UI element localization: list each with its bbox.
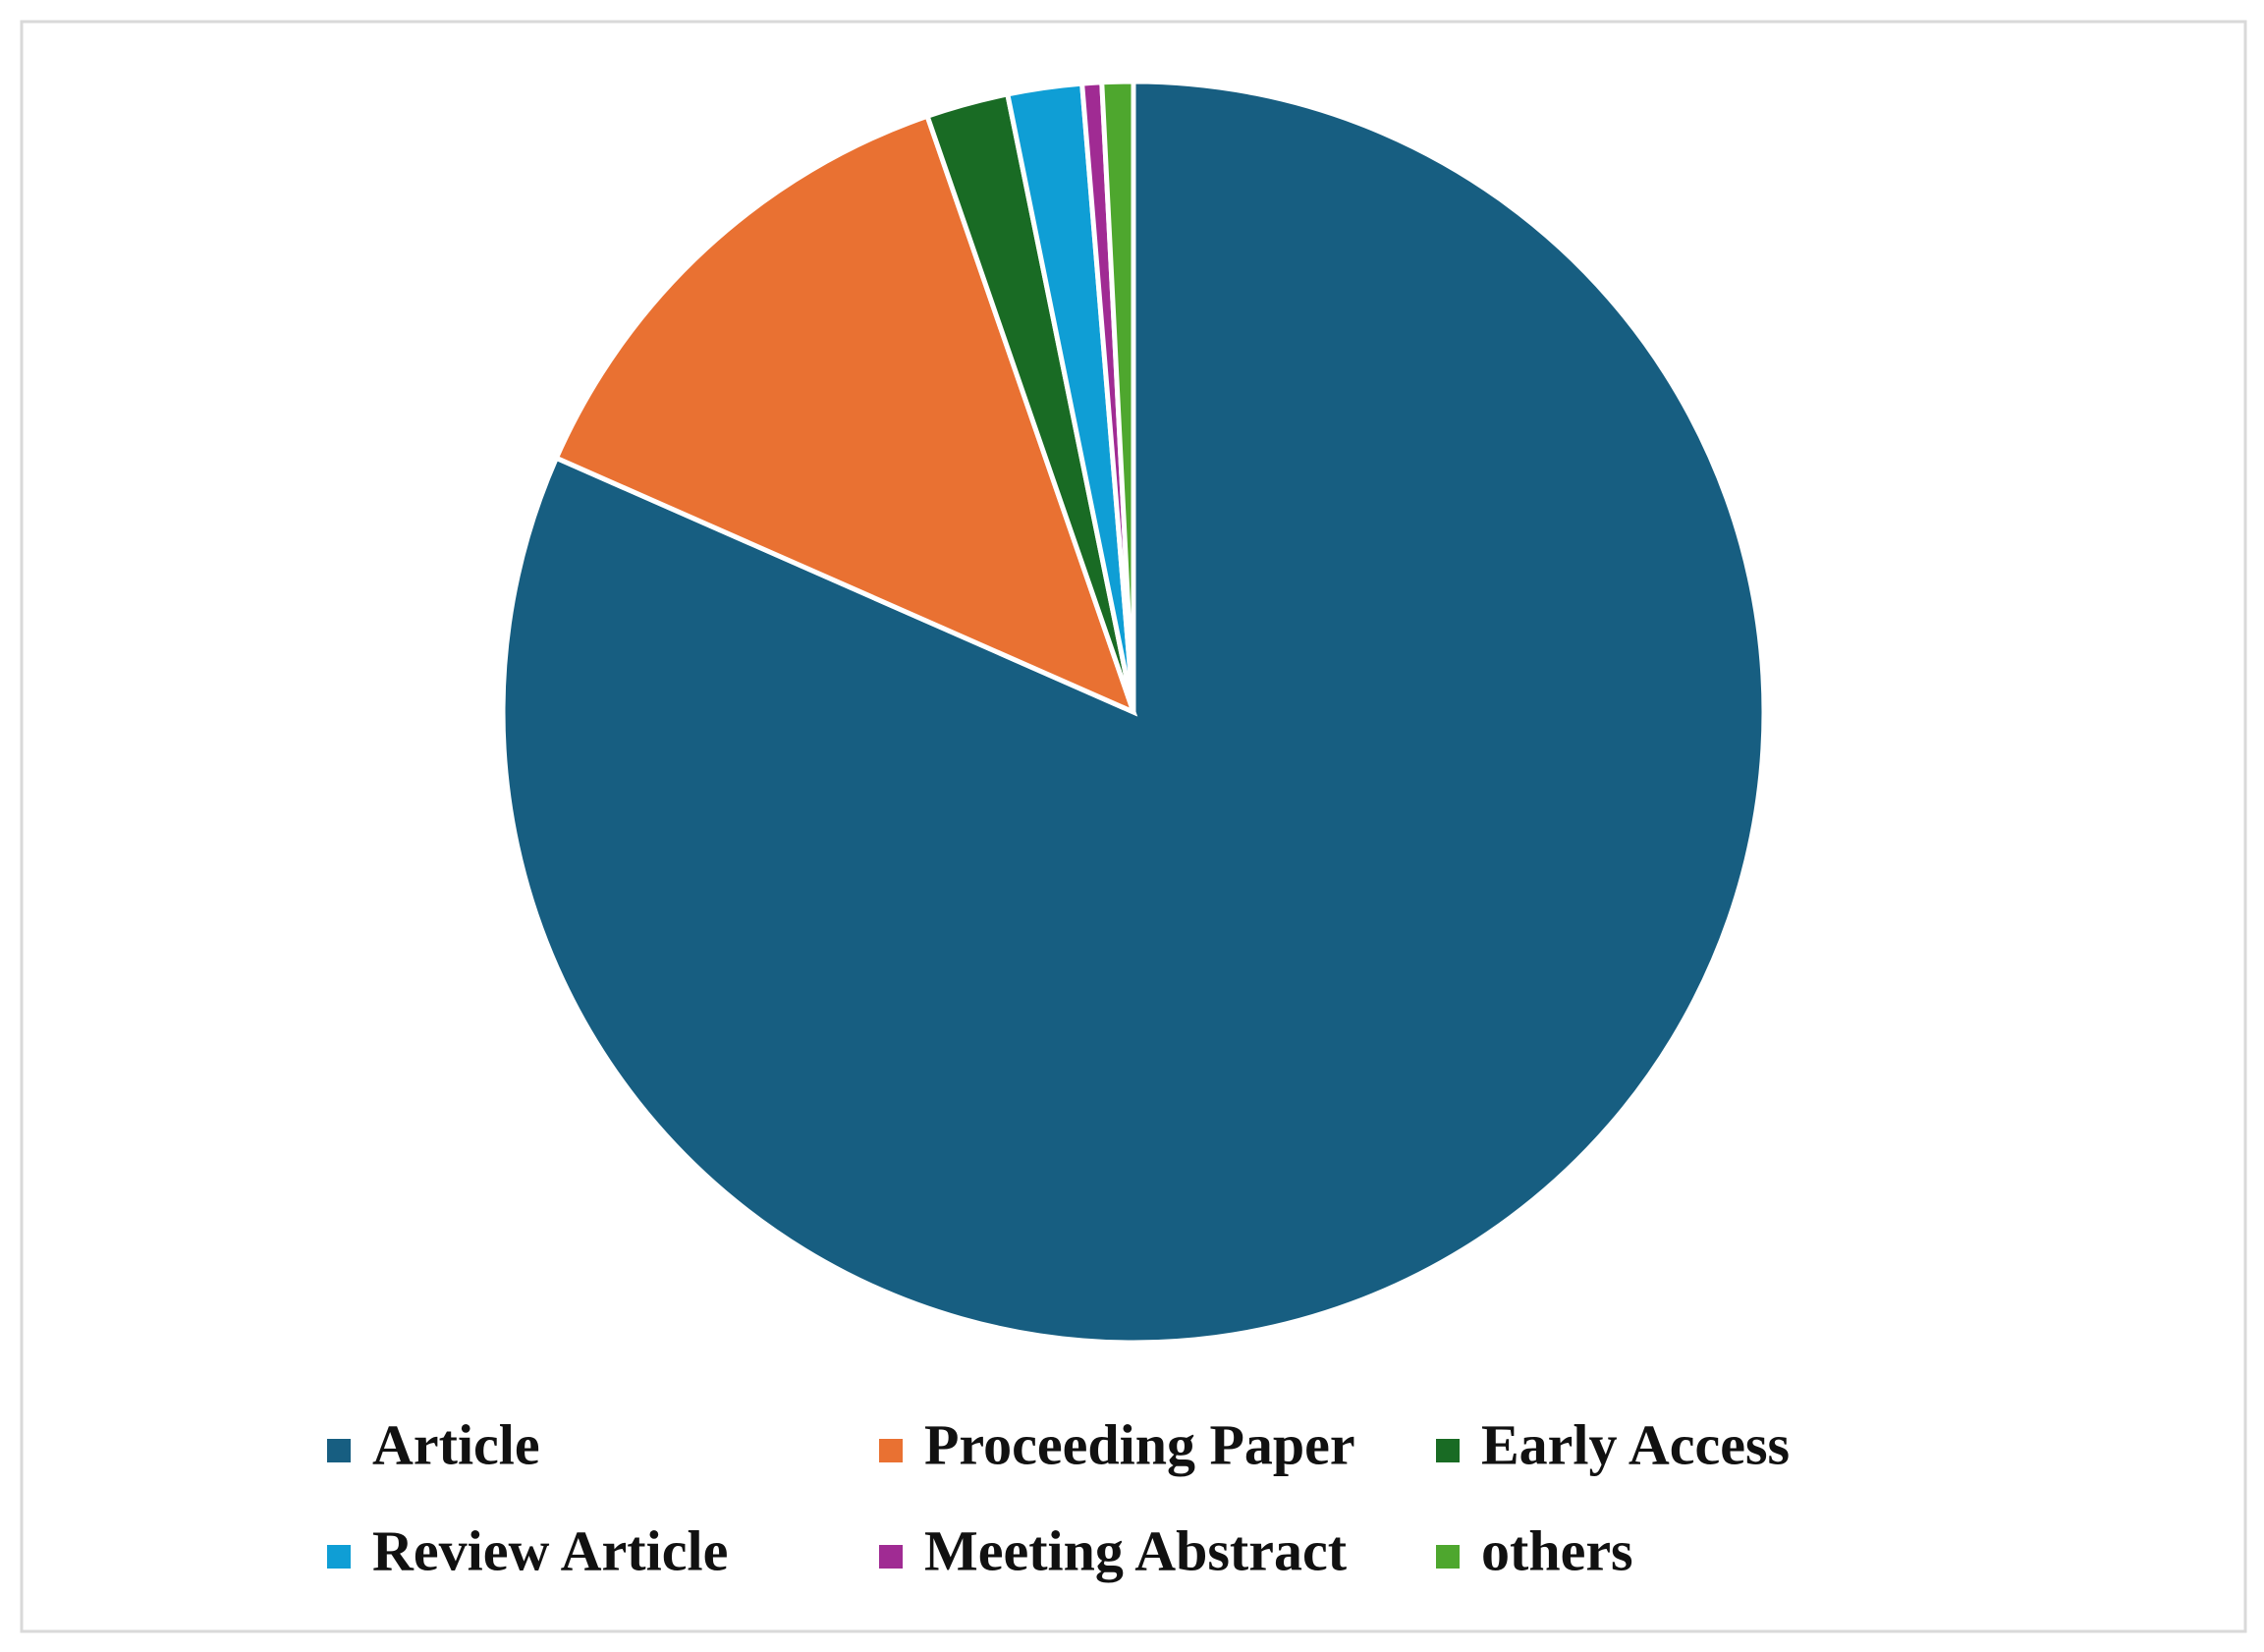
legend-swatch [1436,1439,1460,1462]
pie-slice [553,113,1138,717]
legend-label: Proceeding Paper [924,1412,1355,1476]
legend-label: Review Article [372,1518,728,1582]
legend-swatch [327,1439,351,1462]
legend-label: Article [372,1412,540,1476]
legend-label: others [1481,1518,1633,1582]
pie-slice [1099,79,1136,713]
legend-swatch [879,1545,903,1569]
legend-swatch [879,1439,903,1462]
legend-label: Early Access [1481,1412,1790,1476]
legend-label: Meeting Abstract [924,1518,1348,1582]
legend-swatch [1436,1545,1460,1569]
legend-swatch [327,1545,351,1569]
